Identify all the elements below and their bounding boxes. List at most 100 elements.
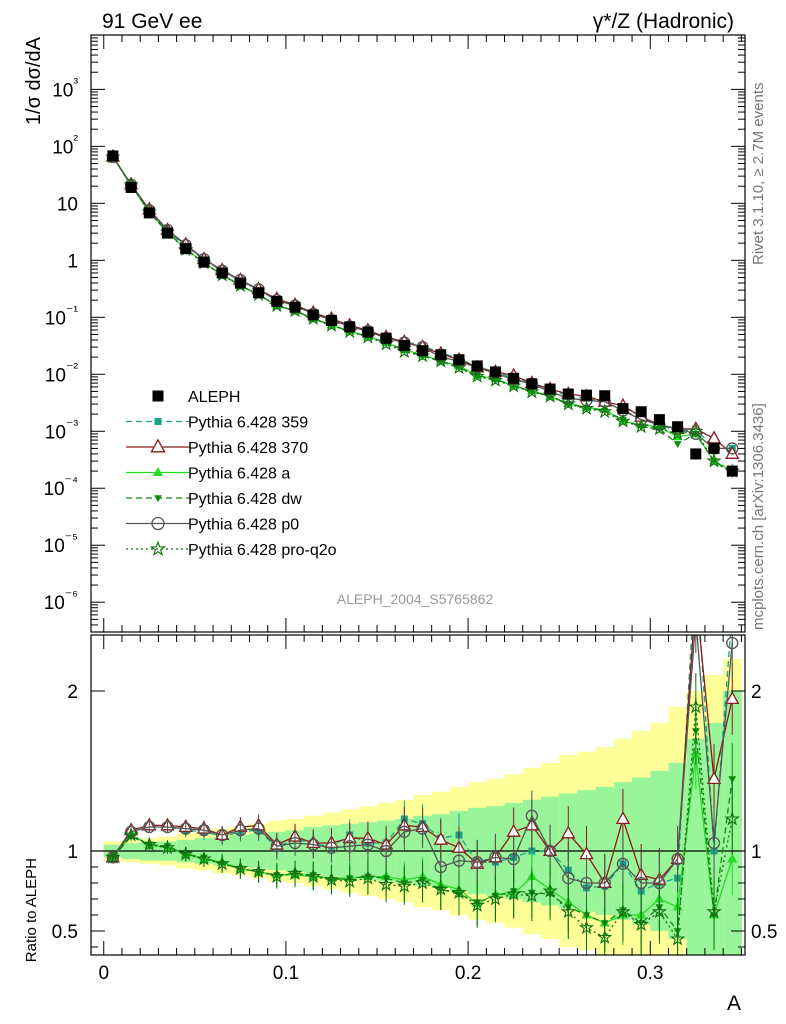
side-label-top: Rivet 3.1.10, ≥ 2.7M events	[750, 83, 767, 266]
data-point	[398, 339, 410, 351]
ratio-point	[489, 851, 502, 864]
data-point	[107, 150, 119, 162]
ratio-point	[416, 822, 429, 835]
data-point	[325, 314, 337, 326]
y-tick-label: 10²	[52, 131, 78, 158]
series-point	[655, 426, 664, 434]
legend-marker	[149, 540, 167, 556]
legend-label: ALEPH	[188, 389, 240, 406]
series-point	[619, 416, 627, 424]
ratio-y-tick-label-right: 0.5	[751, 922, 777, 943]
ratio-point	[615, 903, 631, 919]
legend-entry: Pythia 6.428 pro-q2o	[126, 540, 337, 559]
analysis-id-label: ALEPH_2004_S5765862	[337, 591, 494, 607]
ratio-point	[287, 865, 303, 880]
ratio-point	[270, 840, 283, 853]
header-right-label: γ*/Z (Hadronic)	[593, 10, 734, 33]
header-left-label: 91 GeV ee	[102, 10, 202, 33]
ratio-point	[690, 588, 702, 599]
data-point	[526, 378, 538, 390]
series-point	[578, 400, 595, 416]
ratio-point	[524, 887, 540, 903]
data-point	[635, 406, 647, 418]
series-line	[112, 156, 733, 472]
legend-marker	[151, 516, 165, 531]
series-point	[615, 413, 631, 428]
data-point	[307, 309, 319, 321]
ratio-point	[561, 825, 576, 839]
series-point	[633, 418, 649, 434]
data-point	[362, 326, 374, 338]
ratio-point	[562, 872, 575, 885]
ratio-point	[305, 868, 321, 884]
ratio-point	[725, 691, 740, 705]
legend-entry: Pythia 6.428 359	[126, 415, 308, 432]
data-point	[544, 383, 556, 395]
ratio-point	[528, 847, 536, 855]
ratio-point	[398, 825, 411, 838]
series-point	[451, 359, 467, 375]
series-point	[637, 423, 646, 431]
ratio-point	[578, 919, 595, 935]
legend-marker	[153, 466, 163, 476]
data-point	[162, 227, 174, 239]
ratio-point	[342, 873, 358, 888]
legend-marker	[154, 495, 162, 503]
series-point	[469, 368, 485, 383]
ratio-point	[616, 857, 630, 870]
ratio-point	[633, 916, 649, 932]
ratio-line	[112, 706, 733, 941]
ratio-y-tick-label: 0.5	[52, 922, 78, 943]
ratio-point	[178, 846, 194, 861]
y-tick-label: 10⁻⁶	[44, 587, 78, 614]
legend-entry: Pythia 6.428 dw	[126, 491, 302, 508]
legend-label: Pythia 6.428 a	[188, 466, 290, 483]
ratio-point	[414, 874, 431, 890]
data-point	[435, 349, 447, 361]
ratio-point	[729, 608, 736, 615]
ratio-point	[690, 614, 701, 625]
ratio-point	[232, 860, 249, 876]
ratio-point	[343, 840, 356, 853]
ratio-point	[143, 820, 156, 834]
ratio-panel: 0.5 0.5 1 1 2 2 0 0.1 0.2 0.3 Ratio to ALEPH A	[23, 588, 777, 1015]
ratio-point	[269, 868, 285, 884]
ratio-point	[728, 776, 737, 784]
ratio-panel-frame	[90, 634, 746, 956]
ratio-point	[724, 810, 740, 826]
legend-label: Pythia 6.428 370	[188, 440, 308, 457]
ratio-point	[651, 903, 668, 919]
data-point	[471, 360, 483, 372]
ratio-point	[252, 822, 265, 835]
ratio-point	[525, 809, 539, 822]
y-tick-label: 10⁻²	[45, 359, 79, 386]
data-point	[653, 414, 665, 426]
data-point	[581, 389, 593, 401]
y-tick-label: 10⁻¹	[45, 302, 79, 329]
data-point	[617, 403, 629, 415]
data-point	[562, 388, 574, 400]
ratio-point	[471, 856, 484, 869]
ratio-point	[288, 836, 302, 850]
x-tick-label: 0	[98, 963, 109, 984]
data-point	[690, 448, 702, 460]
ratio-point	[543, 844, 557, 858]
ratio-point	[234, 824, 247, 837]
series-point	[673, 441, 682, 449]
series-point	[651, 420, 668, 436]
data-point	[726, 465, 738, 477]
ratio-point	[615, 811, 631, 825]
y-tick-label: 10⁻⁵	[44, 530, 78, 557]
data-point	[253, 287, 265, 299]
data-point	[198, 256, 210, 268]
ratio-point	[560, 903, 576, 919]
ratio-point	[469, 897, 485, 912]
legend-marker	[150, 438, 166, 453]
ratio-point	[635, 876, 648, 890]
x-tick-label: 0.1	[273, 963, 299, 984]
ratio-point	[396, 878, 413, 893]
legend-label: Pythia 6.428 359	[188, 415, 308, 432]
y-tick-label: 1	[67, 251, 78, 272]
y-tick-label: 10⁻³	[45, 416, 79, 443]
series-point	[688, 423, 704, 438]
